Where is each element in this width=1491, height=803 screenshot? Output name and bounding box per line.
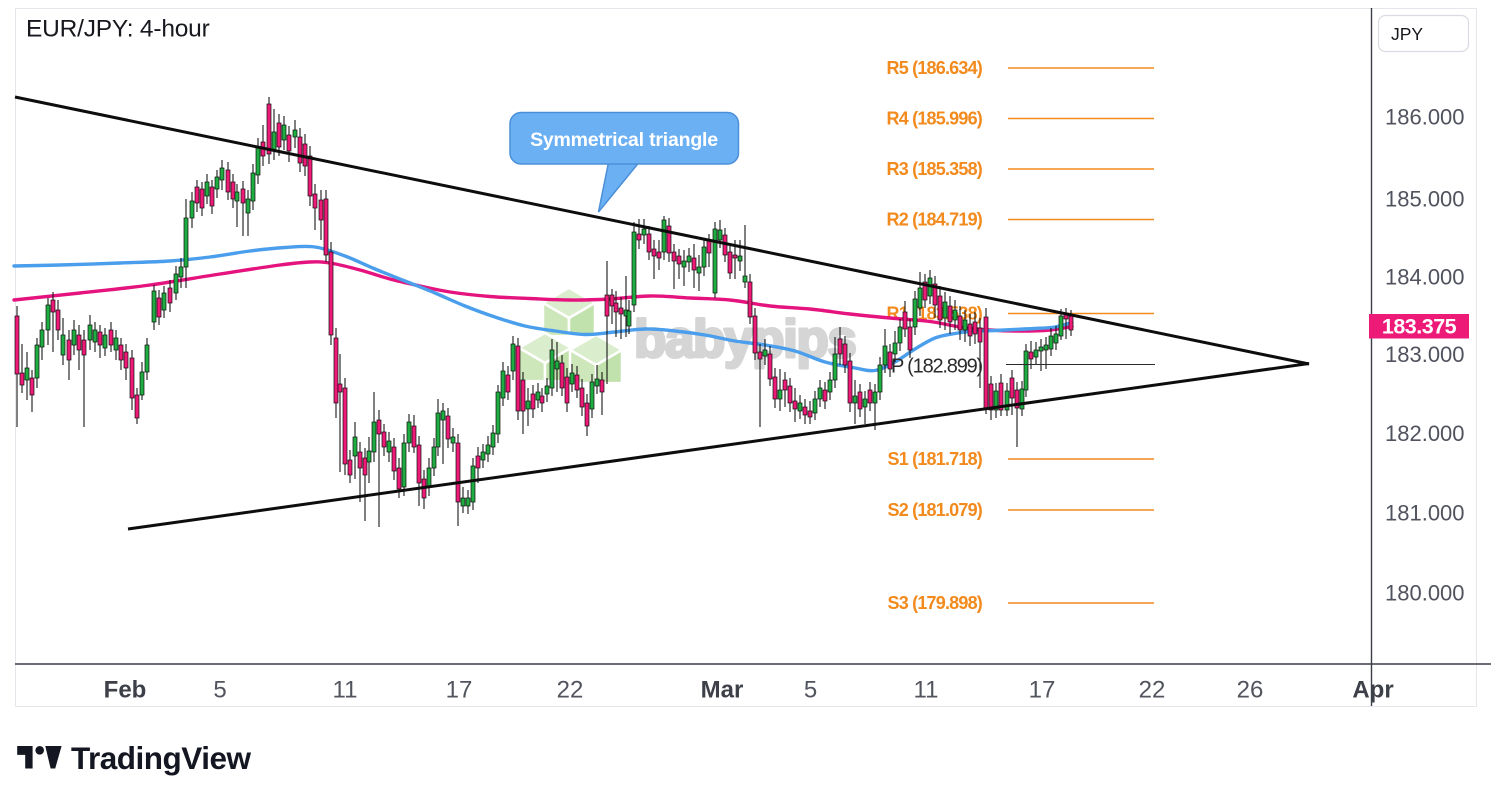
svg-text:181.000: 181.000 — [1385, 501, 1465, 526]
svg-text:184.000: 184.000 — [1385, 265, 1465, 290]
svg-text:Apr: Apr — [1352, 677, 1393, 704]
svg-text:180.000: 180.000 — [1385, 581, 1465, 606]
svg-text:R2 (184.719): R2 (184.719) — [887, 210, 983, 230]
svg-text:22: 22 — [1139, 677, 1166, 704]
svg-text:S3 (179.898): S3 (179.898) — [888, 593, 983, 613]
svg-text:183.375: 183.375 — [1382, 315, 1457, 339]
svg-text:Mar: Mar — [701, 677, 744, 704]
svg-text:R4 (185.996): R4 (185.996) — [887, 109, 983, 129]
svg-text:17: 17 — [1029, 677, 1056, 704]
svg-text:S2 (181.079): S2 (181.079) — [888, 500, 983, 520]
svg-text:182.000: 182.000 — [1385, 421, 1465, 446]
svg-text:babypips: babypips — [634, 310, 855, 369]
svg-text:26: 26 — [1237, 677, 1264, 704]
svg-text:17: 17 — [446, 677, 473, 704]
svg-text:183.000: 183.000 — [1385, 342, 1465, 367]
svg-text:5: 5 — [213, 677, 226, 704]
svg-text:11: 11 — [914, 677, 939, 704]
svg-text:22: 22 — [557, 677, 584, 704]
svg-text:11: 11 — [333, 677, 358, 704]
svg-text:P (182.899): P (182.899) — [891, 356, 982, 378]
svg-text:EUR/JPY: 4-hour: EUR/JPY: 4-hour — [26, 16, 210, 43]
svg-text:R3 (185.358): R3 (185.358) — [887, 159, 983, 179]
svg-text:TradingView: TradingView — [71, 740, 251, 776]
svg-text:185.000: 185.000 — [1385, 187, 1465, 212]
svg-text:JPY: JPY — [1391, 24, 1423, 44]
svg-text:S1 (181.718): S1 (181.718) — [888, 449, 983, 469]
svg-text:R5 (186.634): R5 (186.634) — [887, 58, 983, 78]
svg-text:186.000: 186.000 — [1385, 105, 1465, 130]
svg-text:5: 5 — [804, 677, 817, 704]
svg-text:Feb: Feb — [104, 677, 147, 704]
svg-text:Symmetrical triangle: Symmetrical triangle — [530, 129, 718, 151]
